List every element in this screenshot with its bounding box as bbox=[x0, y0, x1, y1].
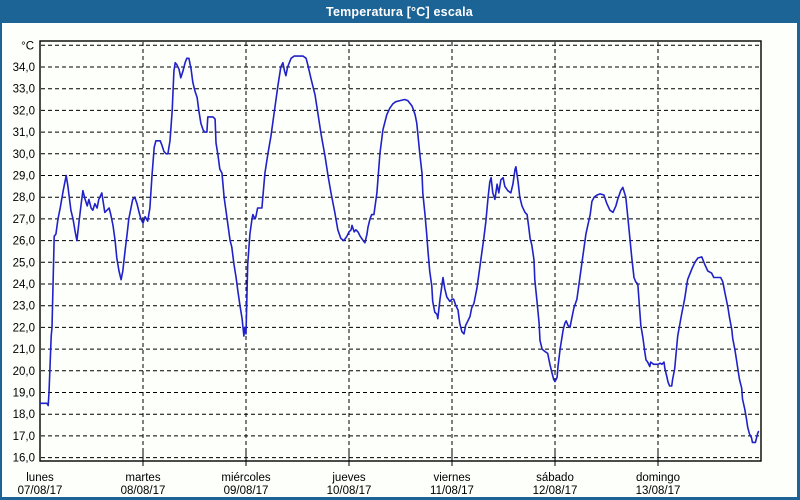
y-axis-unit-label: °C bbox=[21, 40, 34, 52]
x-date-label: 07/08/17 bbox=[18, 485, 63, 497]
y-tick-label: 21,0 bbox=[13, 344, 35, 356]
temperature-chart: °C 34,0 33,0 32,0 31,0 30,0 29,0 28,0 27,0 26,0 25… bbox=[13, 40, 762, 497]
window-title: Temperatura [°C] escala bbox=[326, 4, 473, 19]
y-tick-label: 18,0 bbox=[13, 409, 35, 421]
x-date-label: 08/08/17 bbox=[121, 485, 166, 497]
y-tick-label: 28,0 bbox=[13, 192, 35, 204]
x-day-label: martes bbox=[125, 472, 160, 484]
x-day-label: viernes bbox=[433, 472, 470, 484]
temperature-series-line bbox=[39, 55, 760, 444]
y-tick-label: 33,0 bbox=[13, 84, 35, 96]
plot-border bbox=[39, 40, 762, 462]
y-tick-label: 30,0 bbox=[13, 149, 35, 161]
x-day-label: miércoles bbox=[221, 472, 270, 484]
x-date-label: 11/08/17 bbox=[430, 485, 474, 497]
y-tick-label: 22,0 bbox=[13, 322, 35, 334]
x-day-label: sábado bbox=[536, 472, 574, 484]
y-tick-label: 27,0 bbox=[13, 214, 35, 226]
y-tick-label: 17,0 bbox=[13, 431, 35, 443]
x-date-label: 13/08/17 bbox=[636, 485, 681, 497]
x-date-label: 09/08/17 bbox=[224, 485, 269, 497]
y-tick-label: 32,0 bbox=[13, 105, 35, 117]
y-tick-label: 24,0 bbox=[13, 279, 35, 291]
x-day-label: lunes bbox=[26, 472, 54, 484]
x-date-label: 12/08/17 bbox=[533, 485, 578, 497]
x-day-label: jueves bbox=[331, 472, 365, 484]
y-tick-label: 29,0 bbox=[13, 171, 35, 183]
y-tick-label: 20,0 bbox=[13, 366, 35, 378]
x-date-label: 10/08/17 bbox=[327, 485, 372, 497]
window-titlebar: Temperatura [°C] escala bbox=[2, 0, 797, 23]
x-day-label: domingo bbox=[636, 472, 680, 484]
y-tick-label: 23,0 bbox=[13, 301, 35, 313]
y-tick-label: 25,0 bbox=[13, 257, 35, 269]
y-tick-label: 19,0 bbox=[13, 388, 35, 400]
y-tick-label: 16,0 bbox=[13, 453, 35, 465]
y-tick-label: 34,0 bbox=[13, 62, 35, 74]
y-tick-label: 26,0 bbox=[13, 236, 35, 248]
y-tick-label: 31,0 bbox=[13, 127, 35, 139]
